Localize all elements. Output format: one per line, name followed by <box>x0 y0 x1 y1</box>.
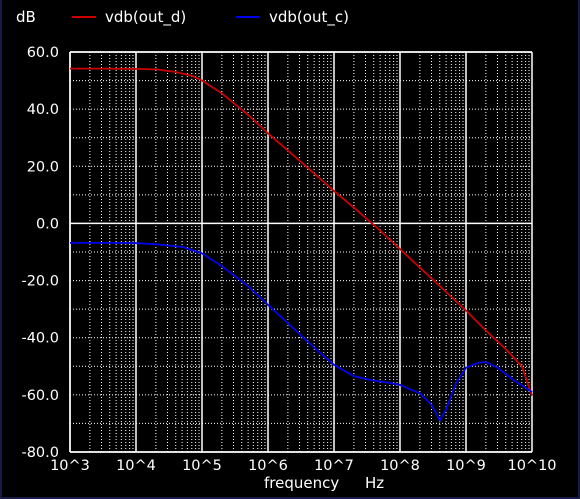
x-tick-label: 10^5 <box>182 458 222 474</box>
x-tick-label: 10^4 <box>116 458 156 474</box>
x-tick-label: 10^7 <box>314 458 354 474</box>
axes <box>69 51 532 453</box>
y-tick-label: 20.0 <box>27 159 59 175</box>
series-line-out-d <box>70 67 533 396</box>
x-tick-label: 10^6 <box>248 458 288 474</box>
series-line-out-c <box>70 242 533 422</box>
x-tick-label: 10^9 <box>446 458 486 474</box>
tick-labels: 60.0 40.0 20.0 0.0 -20.0 -40.0 -60.0 -80.010^3 1… <box>16 8 557 492</box>
x-axis-label: frequency <box>264 474 339 492</box>
y-tick-label: -20.0 <box>21 274 59 290</box>
x-tick-label: 10^8 <box>380 458 420 474</box>
y-tick-label: 40.0 <box>27 102 59 118</box>
y-tick-label: 60.0 <box>27 45 59 61</box>
y-tick-label: 0.0 <box>36 216 59 232</box>
x-axis-unit: Hz <box>365 474 384 492</box>
y-tick-label: -40.0 <box>21 331 59 347</box>
legend-label: vdb(out_d) <box>105 8 186 27</box>
legend-label: vdb(out_c) <box>269 8 349 27</box>
y-tick-label: -80.0 <box>21 445 59 461</box>
grid <box>69 51 533 453</box>
x-tick-label: 10^10 <box>507 458 556 474</box>
series-group <box>70 67 533 422</box>
legend: vdb(out_d) vdb(out_c) <box>72 8 349 27</box>
y-tick-label: -60.0 <box>21 388 59 404</box>
y-axis-label: dB <box>16 8 36 26</box>
x-tick-label: 10^3 <box>50 458 90 474</box>
